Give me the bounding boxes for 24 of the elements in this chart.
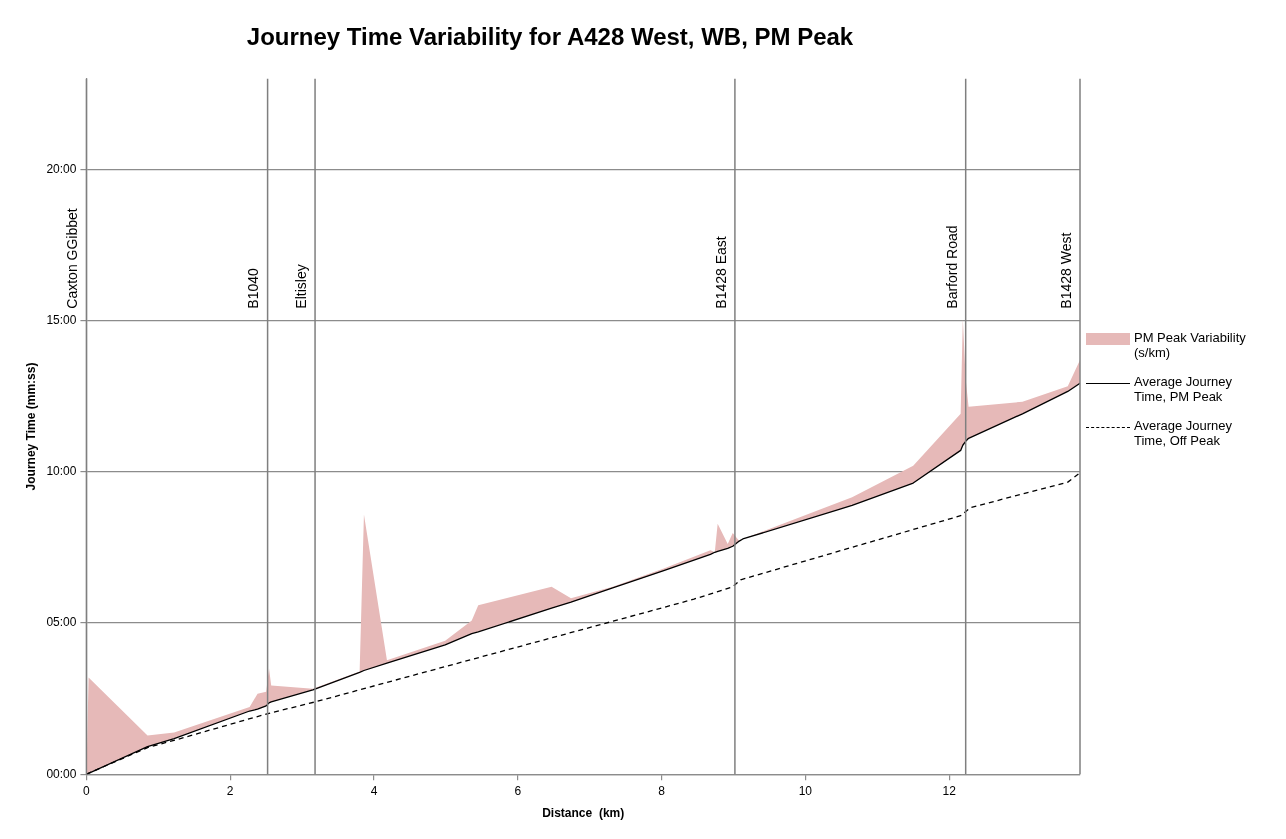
ref-line-label: Barford Road (943, 225, 960, 309)
ref-line-label: B1040 (245, 267, 262, 309)
x-tick-label: 2 (226, 783, 234, 798)
ref-line-label: B1428 East (712, 236, 729, 309)
legend-label: Average Journey Time, PM Peak (1134, 374, 1234, 404)
y-tick-label: 15:00 (46, 312, 77, 327)
legend-label: Average Journey Time, Off Peak (1134, 418, 1234, 448)
y-tick-label: 10:00 (46, 464, 77, 479)
legend-label: PM Peak Variability (s/km) (1134, 330, 1247, 360)
x-tick-label: 8 (658, 783, 666, 798)
x-tick-label: 10 (798, 783, 813, 798)
ref-line-label: B1428 West (1057, 232, 1074, 309)
x-tick-label: 0 (83, 783, 91, 798)
y-tick-label: 20:00 (46, 161, 77, 176)
x-tick-label: 6 (514, 783, 522, 798)
x-tick-label: 4 (370, 783, 378, 798)
ref-line-label: Eltisley (292, 264, 309, 309)
x-axis-title: Distance (km) (542, 806, 625, 821)
y-tick-label: 00:00 (46, 766, 77, 781)
chart-title: Journey Time Variability for A428 West, WB, PM Peak (246, 23, 854, 51)
y-axis-title: Journey Time (mm:ss) (23, 362, 38, 491)
x-tick-label: 12 (942, 783, 957, 798)
ref-line-label: Caxton GGibbet (64, 208, 81, 309)
y-tick-label: 05:00 (46, 615, 77, 630)
